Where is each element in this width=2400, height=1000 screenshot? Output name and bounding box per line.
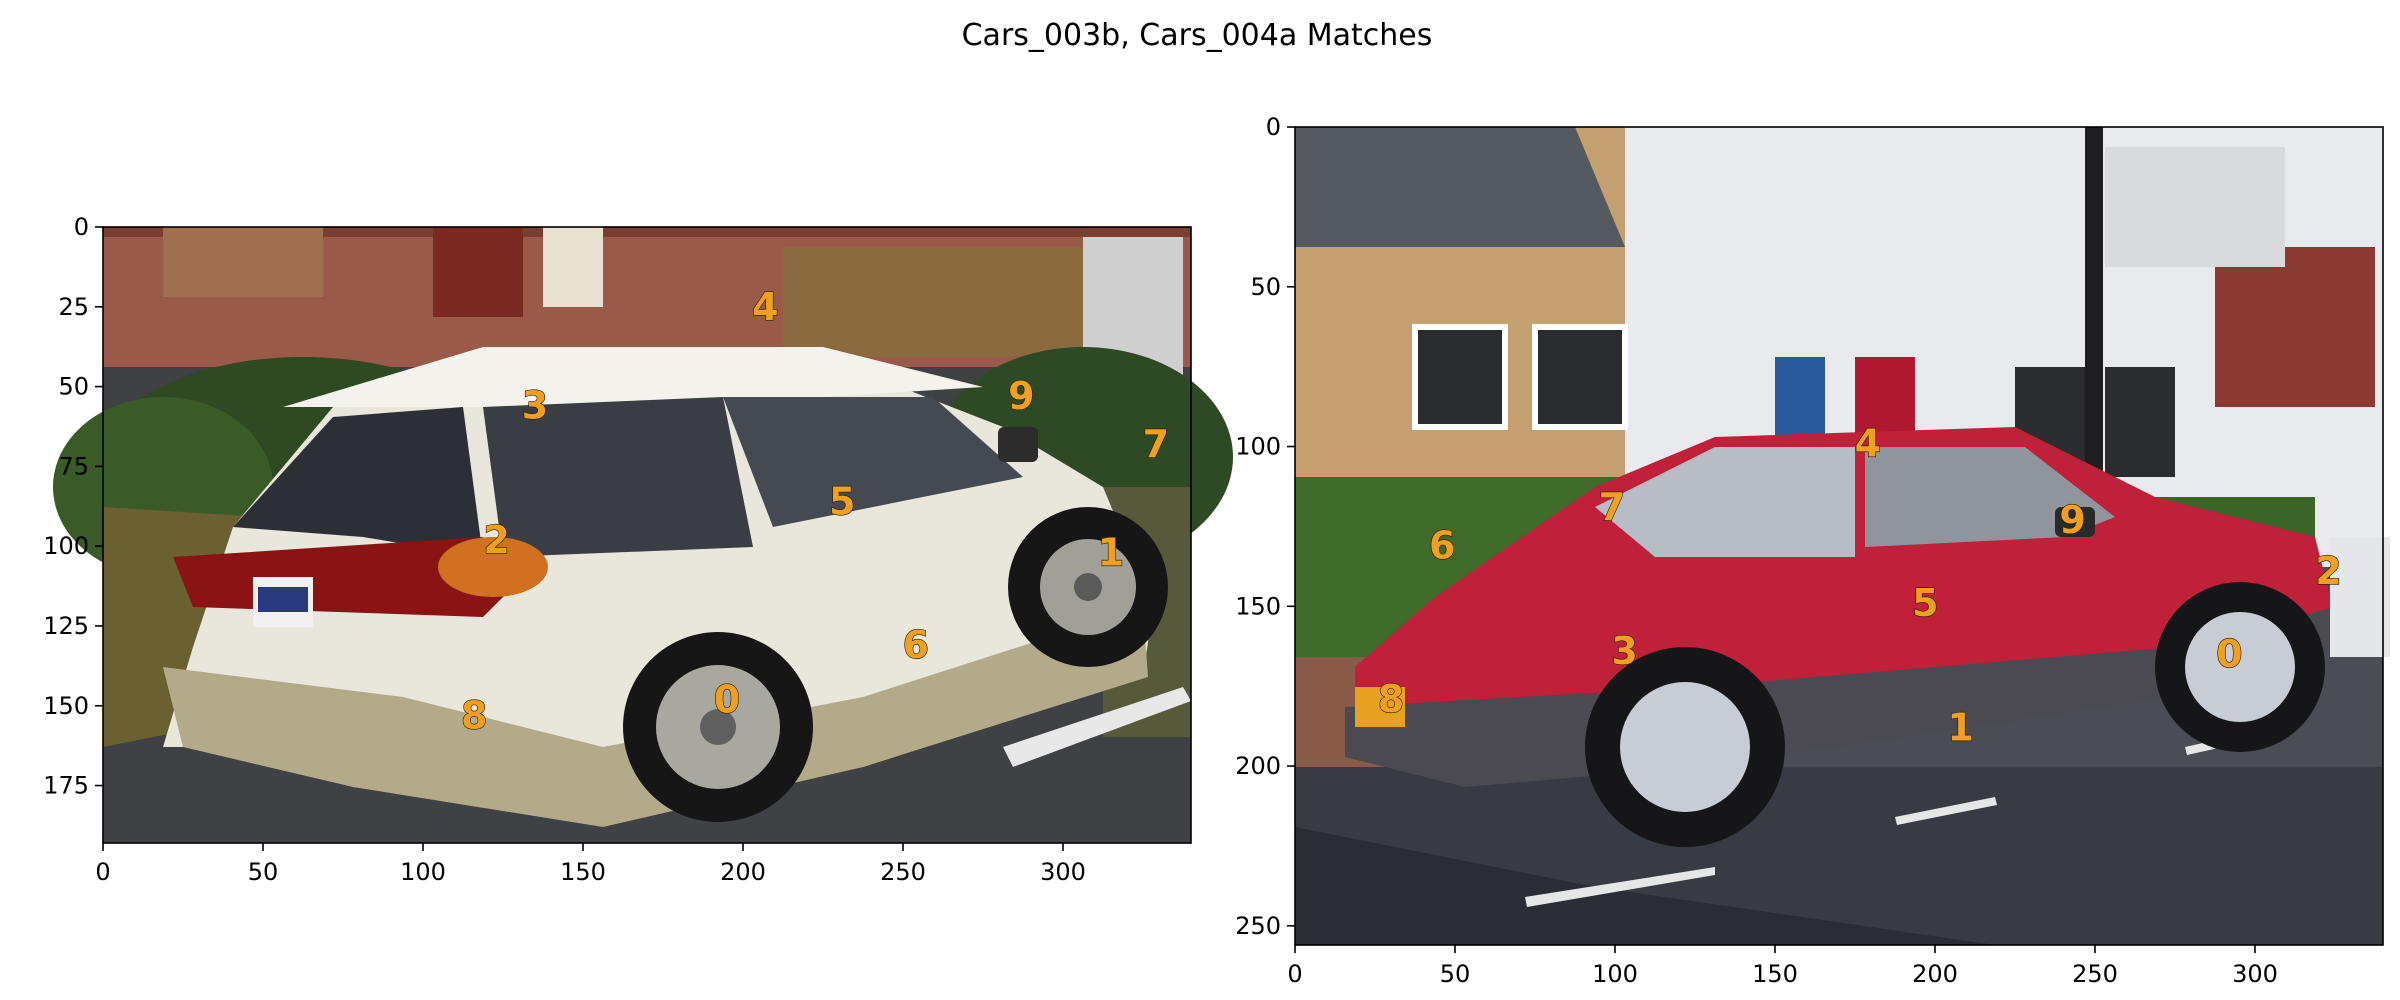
right-y-tick-label: 100 (1235, 433, 1281, 461)
right-keypoint-label: 6 (1429, 524, 1455, 568)
right-x-tick-label: 100 (1592, 960, 1638, 988)
left-x-tick-label: 150 (560, 858, 606, 886)
right-keypoint-label: 9 (2059, 498, 2085, 542)
left-y-tick-label: 100 (43, 532, 89, 560)
right-axes-frame (1294, 126, 2384, 946)
left-keypoint-label: 4 (752, 285, 778, 329)
right-keypoint-label: 8 (1378, 677, 1404, 721)
right-y-tick-label: 0 (1266, 113, 1281, 141)
left-keypoint-label: 2 (483, 518, 509, 562)
right-keypoint-label: 4 (1855, 421, 1881, 465)
left-x-tick-label: 0 (95, 858, 110, 886)
left-y-tick-label: 150 (43, 692, 89, 720)
right-keypoint-label: 1 (1947, 706, 1973, 750)
left-x-tick-label: 250 (880, 858, 926, 886)
left-y-tick-label: 0 (74, 213, 89, 241)
left-y-tick-label: 25 (58, 293, 89, 321)
right-x-tick-label: 150 (1752, 960, 1798, 988)
left-y-tick-label: 125 (43, 612, 89, 640)
left-keypoint-label: 0 (714, 677, 740, 721)
left-keypoint-label: 8 (461, 693, 487, 737)
right-keypoint-label: 0 (2216, 632, 2242, 676)
left-keypoint-label: 1 (1098, 531, 1124, 575)
right-keypoint-label: 5 (1912, 581, 1938, 625)
right-keypoint-label: 2 (2315, 549, 2341, 593)
right-x-tick-label: 250 (2072, 960, 2118, 988)
left-axes-frame (102, 226, 1192, 844)
left-x-tick-label: 200 (720, 858, 766, 886)
left-y-tick-label: 75 (58, 452, 89, 480)
figure-title: Cars_003b, Cars_004a Matches (962, 18, 1433, 53)
left-x-tick-label: 300 (1040, 858, 1086, 886)
right-x-tick-label: 200 (1912, 960, 1958, 988)
left-y-tick-label: 175 (43, 772, 89, 800)
left-keypoint-label: 7 (1143, 422, 1169, 466)
left-photo (53, 227, 1233, 843)
right-y-tick-label: 200 (1235, 752, 1281, 780)
right-y-tick-label: 250 (1235, 912, 1281, 940)
right-panel: 0 50 100 150 200 250 3000501001502002500123456… (1235, 113, 2390, 988)
right-y-tick-label: 50 (1250, 273, 1281, 301)
right-x-tick-label: 50 (1440, 960, 1471, 988)
left-x-tick-label: 100 (400, 858, 446, 886)
right-x-tick-label: 300 (2232, 960, 2278, 988)
left-keypoint-label: 6 (903, 623, 929, 667)
left-y-tick-label: 50 (58, 373, 89, 401)
left-panel: 0 50 100 150 200 250 3000255075100125150175012… (43, 213, 1233, 886)
right-photo (1295, 127, 2390, 945)
left-keypoint-label: 3 (522, 384, 548, 428)
left-keypoint-label: 9 (1008, 374, 1034, 418)
right-x-tick-label: 0 (1287, 960, 1302, 988)
right-y-tick-label: 150 (1235, 592, 1281, 620)
right-keypoint-label: 7 (1599, 485, 1625, 529)
left-keypoint-label: 5 (829, 479, 855, 523)
right-keypoint-label: 3 (1611, 629, 1637, 673)
left-x-tick-label: 50 (248, 858, 279, 886)
